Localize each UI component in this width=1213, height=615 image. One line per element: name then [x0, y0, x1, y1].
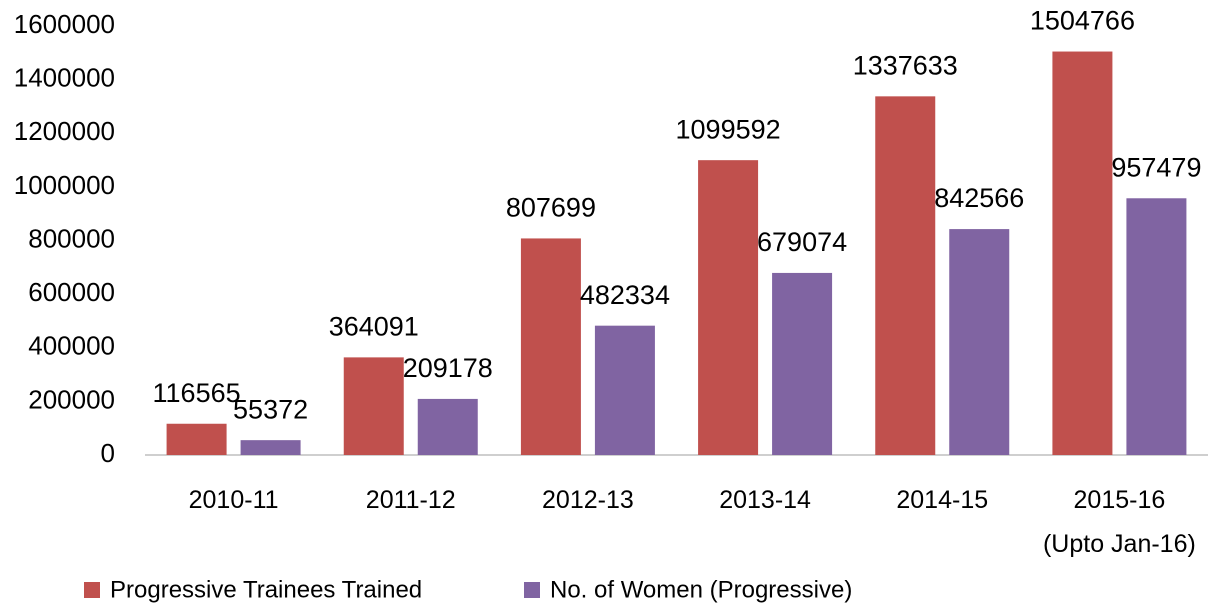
value-label: 364091	[329, 312, 419, 342]
legend-label: Progressive Trainees Trained	[110, 576, 422, 603]
bar	[1052, 51, 1113, 456]
value-label: 842566	[934, 183, 1024, 213]
bar	[594, 325, 655, 455]
x-tick-label: 2015-16 (Upto Jan-16)	[1042, 486, 1196, 558]
bar	[875, 96, 936, 455]
value-label: 55372	[233, 394, 308, 424]
y-tick-label: 1400000	[14, 63, 115, 93]
y-tick-label: 1200000	[14, 116, 115, 146]
y-tick-label: 1000000	[14, 170, 115, 200]
value-label: 807699	[506, 193, 596, 223]
bar	[520, 238, 581, 455]
value-label: 116565	[153, 378, 241, 408]
y-tick-label: 400000	[28, 331, 115, 361]
value-label: 957479	[1111, 152, 1201, 182]
x-tick-label: 2011-12	[365, 486, 456, 514]
y-tick-label: 600000	[28, 277, 115, 307]
legend-swatch	[84, 582, 100, 598]
bar	[949, 229, 1010, 455]
legend-swatch	[524, 582, 540, 598]
bar	[772, 272, 833, 455]
bar	[417, 398, 478, 455]
bar	[166, 423, 227, 455]
y-tick-label: 200000	[28, 384, 115, 414]
bar	[698, 160, 759, 456]
value-label: 1337633	[853, 50, 958, 80]
value-label: 482334	[580, 280, 670, 310]
bar	[1126, 198, 1187, 455]
y-tick-label: 1600000	[14, 9, 115, 39]
y-tick-label: 800000	[28, 223, 115, 253]
value-label: 679074	[757, 227, 847, 257]
bar	[343, 357, 404, 455]
bar	[240, 440, 301, 455]
legend-label: No. of Women (Progressive)	[550, 576, 852, 603]
x-tick-label: 2014-15	[896, 486, 989, 514]
x-tick-label: 2010-11	[188, 486, 279, 514]
x-tick-label: 2013-14	[719, 486, 811, 514]
value-label: 209178	[403, 353, 493, 383]
value-label: 1504766	[1030, 6, 1135, 36]
y-tick-label: 0	[101, 438, 115, 468]
value-label: 1099592	[676, 114, 781, 144]
x-tick-label: 2012-13	[542, 486, 634, 514]
